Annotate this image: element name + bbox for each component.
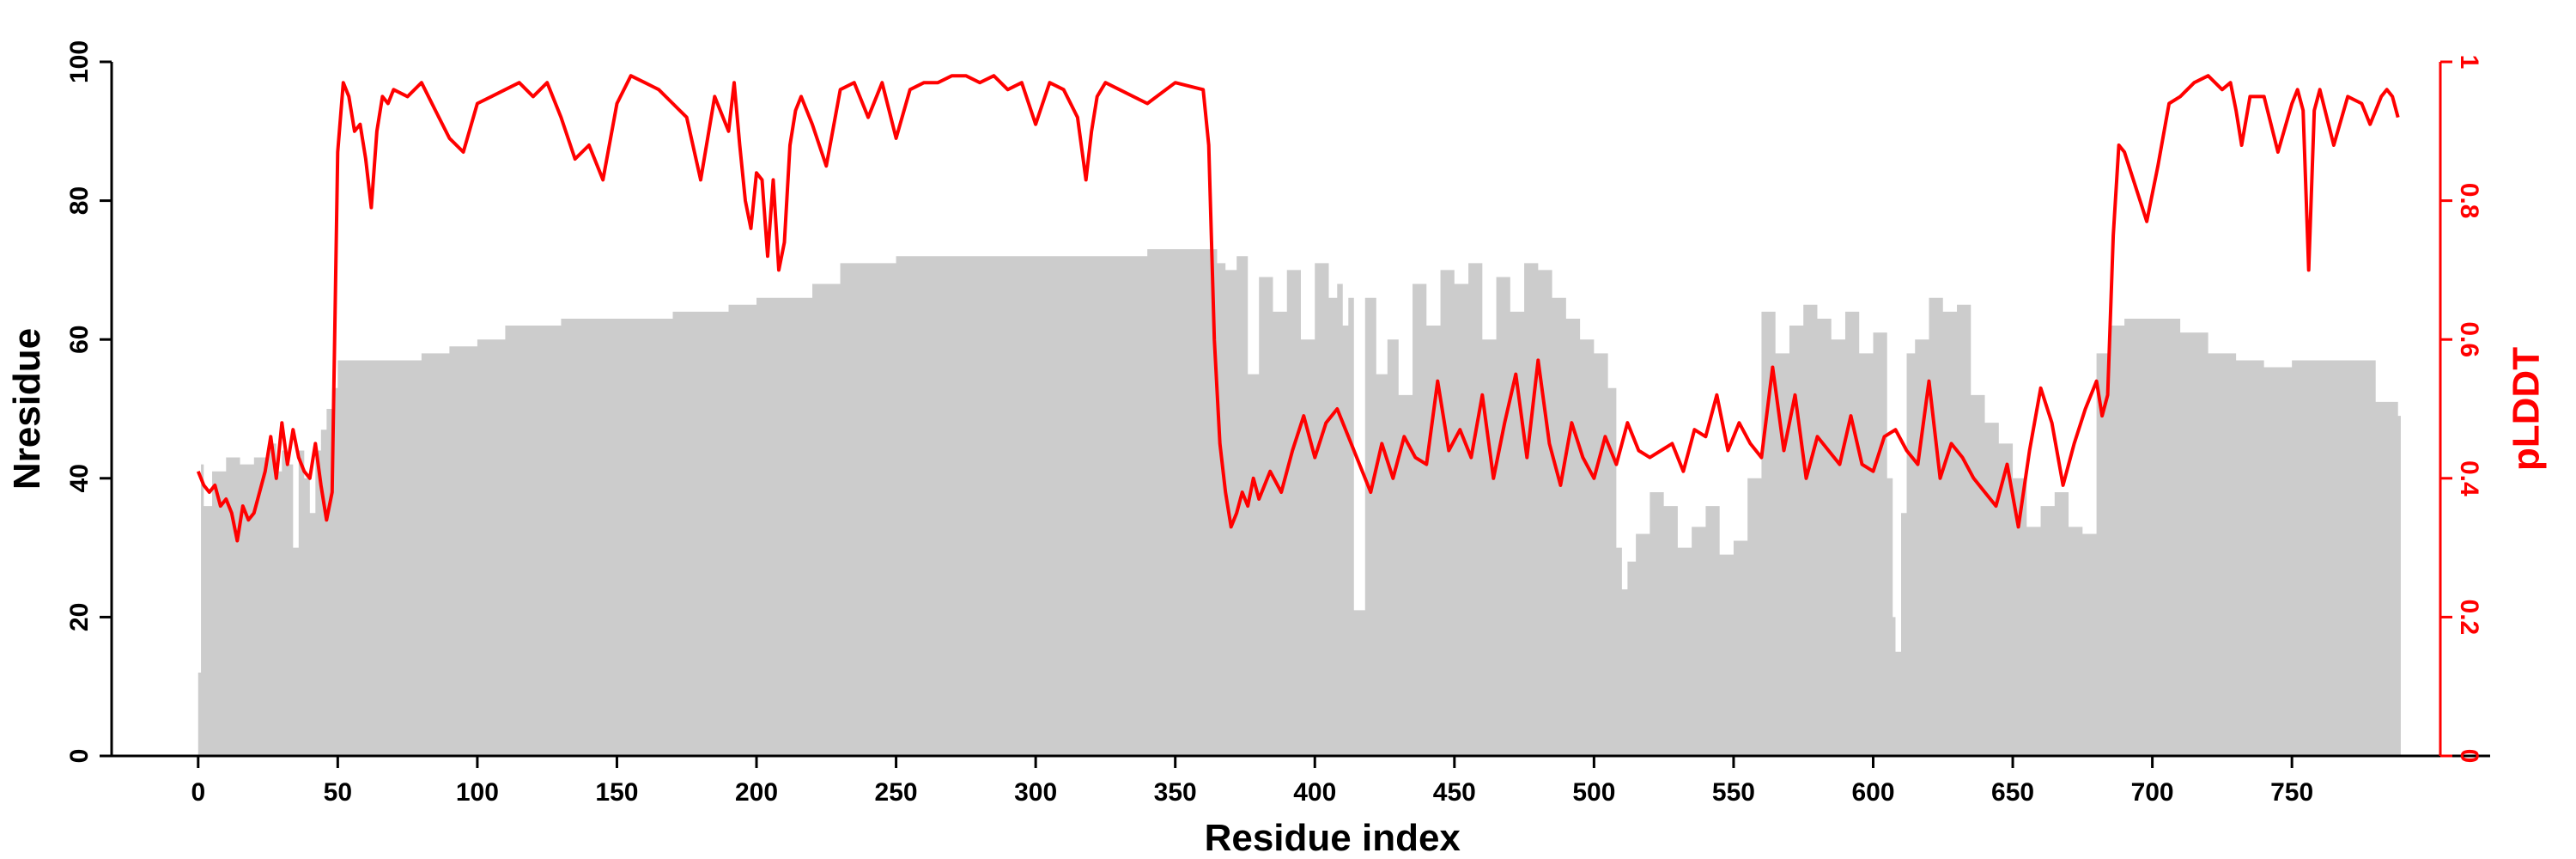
x-tick-label: 700 bbox=[2131, 778, 2174, 807]
y-left-tick-label: 80 bbox=[65, 186, 94, 215]
x-tick-label: 500 bbox=[1572, 778, 1615, 807]
y-right-tick-label: 0.8 bbox=[2455, 183, 2483, 219]
y-right-tick-label: 0.2 bbox=[2455, 600, 2483, 636]
y-right-tick-label: 0.6 bbox=[2455, 321, 2483, 357]
x-tick-label: 300 bbox=[1014, 778, 1057, 807]
coverage-area bbox=[197, 249, 2401, 756]
y-axis-left-title: Nresidue bbox=[6, 328, 48, 490]
x-tick-label: 350 bbox=[1154, 778, 1197, 807]
y-left-tick-label: 20 bbox=[65, 603, 94, 631]
coverage-area-layer bbox=[197, 249, 2401, 756]
y-right-tick-label: 1 bbox=[2455, 55, 2483, 70]
x-axis-title: Residue index bbox=[1205, 817, 1461, 859]
x-tick-label: 50 bbox=[324, 778, 352, 807]
x-tick-label: 650 bbox=[1991, 778, 2034, 807]
y-left-tick-label: 100 bbox=[65, 40, 94, 83]
axes-layer: 0 50 100 150 200 250 300 350 400 450 500 550 600 650 7… bbox=[65, 40, 2490, 807]
plddt-line bbox=[196, 74, 2400, 543]
y-axis-right-title: pLDDT bbox=[2506, 347, 2548, 471]
x-tick-label: 0 bbox=[191, 778, 205, 807]
y-right-tick-label: 0.4 bbox=[2455, 460, 2483, 497]
x-tick-label: 200 bbox=[735, 778, 778, 807]
x-tick-label: 400 bbox=[1293, 778, 1336, 807]
x-tick-label: 450 bbox=[1433, 778, 1476, 807]
x-tick-label: 550 bbox=[1712, 778, 1755, 807]
x-tick-label: 100 bbox=[456, 778, 499, 807]
x-tick-label: 250 bbox=[875, 778, 918, 807]
x-tick-label: 150 bbox=[595, 778, 638, 807]
plddt-line-layer bbox=[196, 74, 2400, 543]
y-right-tick-label: 0 bbox=[2455, 749, 2483, 764]
x-tick-label: 600 bbox=[1851, 778, 1894, 807]
y-left-tick-label: 40 bbox=[65, 464, 94, 492]
y-left-tick-label: 60 bbox=[65, 326, 94, 354]
y-left-tick-label: 0 bbox=[65, 749, 94, 764]
x-tick-label: 750 bbox=[2270, 778, 2313, 807]
